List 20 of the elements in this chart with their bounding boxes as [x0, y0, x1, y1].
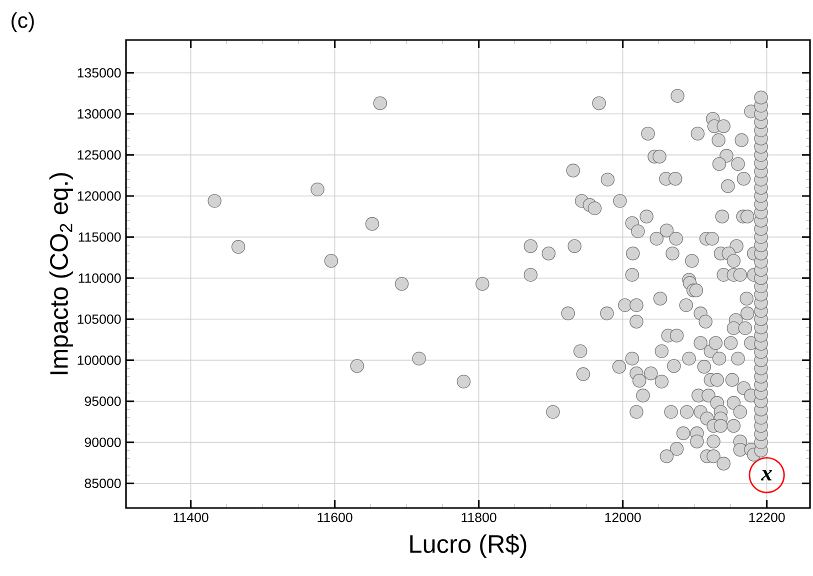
y-tick-label: 135000 — [78, 68, 121, 78]
y-tick-label: 115000 — [78, 232, 121, 242]
x-tick-label: 11600 — [318, 512, 352, 522]
y-tick-label: 125000 — [78, 150, 121, 160]
y-tick-label: 130000 — [78, 109, 121, 119]
y-tick-label: 120000 — [78, 191, 121, 201]
y-tick-label: 90000 — [84, 438, 121, 448]
y-axis-title: Impacto (CO$_{2}$ eq.) — [49, 173, 73, 374]
x-tick-label: 12200 — [749, 512, 785, 522]
x-tick-label: 11400 — [174, 512, 208, 522]
y-tick-label: 110000 — [78, 273, 121, 283]
y-tick-label: 85000 — [84, 478, 121, 488]
x-tick-label: 11800 — [462, 512, 496, 522]
text: (c) — [12, 12, 34, 32]
x-axis-title: Lucro (R$) — [410, 534, 526, 558]
x-tick-label: 12000 — [605, 512, 641, 522]
y-tick-label: 105000 — [78, 314, 121, 324]
annotation: x — [760, 470, 772, 480]
y-tick-label: 95000 — [84, 396, 121, 406]
y-tick-label: 100000 — [78, 355, 121, 365]
